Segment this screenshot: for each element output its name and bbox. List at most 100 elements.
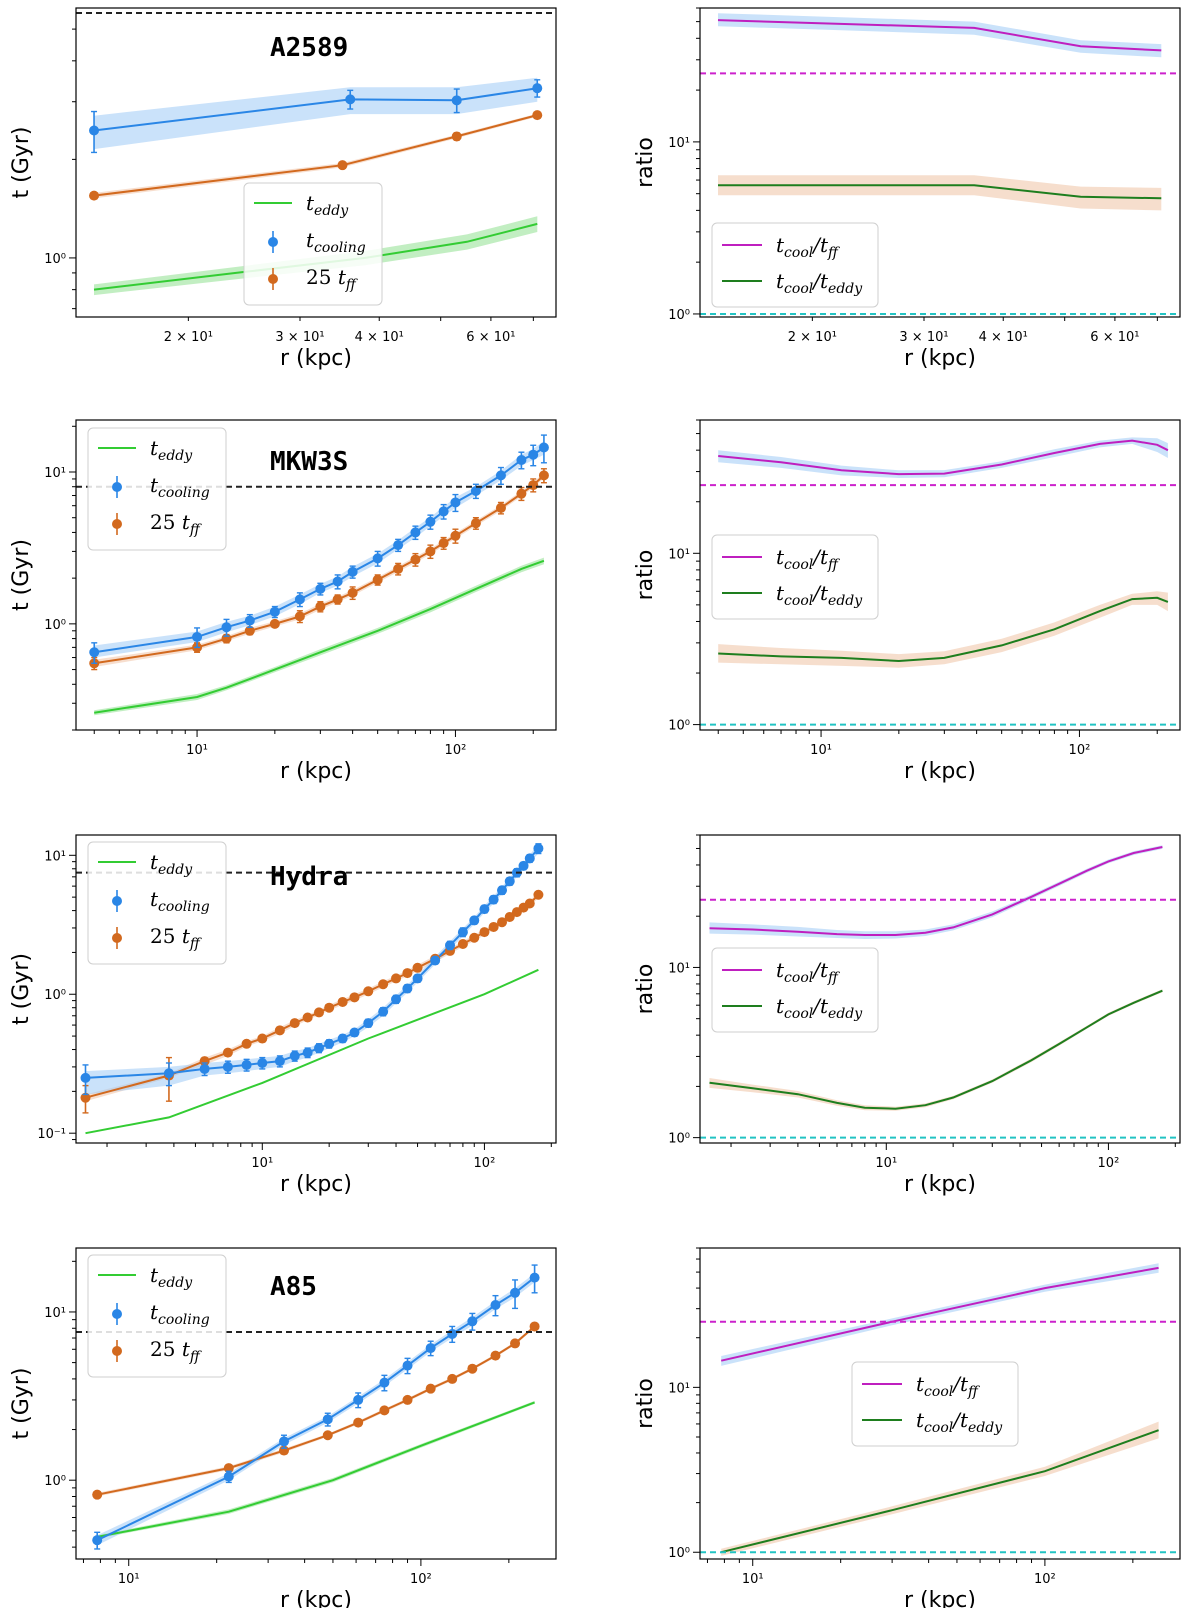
ratio-ff-line	[720, 1266, 1159, 1362]
y-tick-label: 10¹	[44, 849, 66, 864]
ff-point	[528, 480, 539, 491]
eddy-band	[97, 1400, 535, 1539]
ff-point	[497, 917, 508, 928]
y-tick-label: 10⁰	[668, 719, 690, 734]
x-tick-label: 3 × 10¹	[275, 330, 324, 345]
legend-marker-cooling	[112, 482, 122, 492]
tick-marks	[69, 1260, 510, 1566]
cooling-point	[80, 1072, 91, 1083]
cooling-point	[274, 1056, 285, 1067]
cooling-point	[470, 485, 481, 496]
ratio-ff-band	[718, 13, 1162, 58]
legend: teddy tcooling 25 tff	[243, 182, 383, 306]
ff-point	[379, 1405, 390, 1416]
ff-point	[289, 1018, 300, 1029]
ff-point	[332, 594, 343, 605]
cooling-point	[322, 1414, 333, 1425]
ff-point	[302, 1012, 313, 1023]
cooling-point	[529, 1272, 540, 1283]
y-axis-label: ratio	[633, 964, 658, 1015]
legend-label-ratio-ff: tcool/tff	[776, 545, 840, 573]
ff-point	[274, 1025, 285, 1036]
cooling-point	[410, 527, 421, 538]
cooling-point	[222, 1061, 233, 1072]
x-axis-label: r (kpc)	[904, 759, 976, 784]
cooling-point	[479, 904, 490, 915]
legend-label-cooling: tcooling	[150, 1300, 210, 1328]
x-tick-label: 10²	[1069, 743, 1091, 758]
legend-marker-cooling	[268, 237, 278, 247]
cooling-point	[516, 454, 527, 465]
cooling-point	[199, 1063, 210, 1074]
legend-label-eddy: teddy	[150, 1263, 193, 1291]
cluster-title: A2589	[270, 33, 348, 63]
ff-point	[412, 962, 423, 973]
cooling-point	[533, 843, 544, 854]
ff-point	[495, 502, 506, 513]
cooling-point	[430, 955, 441, 966]
axes-frame	[699, 419, 1181, 731]
ff-point	[490, 1350, 501, 1361]
ff-point	[504, 911, 515, 922]
legend: tcool/tff tcool/teddy	[711, 222, 879, 308]
ratio-eddy-line	[709, 989, 1163, 1110]
ff-point	[244, 625, 255, 636]
ff-point	[222, 1047, 233, 1058]
cooling-point	[510, 1287, 521, 1298]
legend-marker-cooling	[112, 896, 122, 906]
legend-label-ff: 25 tff	[150, 510, 202, 538]
ff-point	[538, 470, 549, 481]
ff-point	[516, 488, 527, 499]
cooling-band	[94, 77, 538, 150]
cooling-point	[347, 566, 358, 577]
x-tick-label: 10²	[445, 743, 467, 758]
y-tick-label: 10⁰	[44, 988, 66, 1003]
cooling-point	[332, 576, 343, 587]
cooling-point	[372, 553, 383, 564]
cooling-point	[324, 1038, 335, 1049]
cooling-point	[412, 973, 423, 984]
cooling-point	[302, 1047, 313, 1058]
cooling-point	[524, 853, 535, 864]
legend: tcool/tff tcool/teddy	[851, 1361, 1019, 1447]
ff-point	[349, 992, 360, 1003]
x-tick-label: 2 × 10¹	[164, 330, 213, 345]
eddy-band	[94, 216, 538, 296]
y-tick-label: 10¹	[668, 136, 690, 151]
x-tick-label: 10¹	[118, 1572, 140, 1587]
axes-frame	[75, 7, 557, 318]
cooling-point	[488, 894, 499, 905]
cooling-point	[379, 1377, 390, 1388]
plot-area	[700, 437, 1180, 726]
legend-marker-ff	[112, 519, 122, 529]
ff-point	[438, 538, 449, 549]
legend-marker-cooling	[112, 1309, 122, 1319]
plot-area	[76, 843, 556, 1135]
ff-point	[479, 927, 490, 938]
legend-label-ratio-eddy: tcool/teddy	[776, 269, 863, 297]
cooling-point	[391, 994, 402, 1005]
cooling-point	[244, 615, 255, 626]
tick-marks	[693, 1247, 1134, 1566]
ff-point	[353, 1417, 364, 1428]
ff-point	[322, 1430, 333, 1441]
ratio-eddy-band	[718, 591, 1168, 668]
ratio-eddy-line	[720, 1429, 1159, 1554]
x-tick-label: 4 × 10¹	[979, 330, 1028, 345]
ff-point	[269, 618, 280, 629]
ff-point	[450, 530, 461, 541]
y-axis-label: t (Gyr)	[9, 953, 34, 1025]
x-tick-label: 10²	[474, 1156, 496, 1171]
ff-point	[469, 932, 480, 943]
legend-label-ratio-ff: tcool/tff	[776, 958, 840, 986]
panel-mkw3s-time: 10¹ 10² 10⁰ 10¹ r (kpc) t (Gyr) MKW3S teddy tcoo…	[9, 419, 557, 784]
legend-label-eddy: teddy	[150, 436, 193, 464]
legend: teddy tcooling 25 tff	[87, 1254, 227, 1378]
ff-point	[467, 1363, 478, 1374]
cluster-title: A85	[270, 1272, 317, 1302]
ff-point	[324, 1002, 335, 1013]
y-axis-label: ratio	[633, 550, 658, 601]
legend-label-ratio-eddy: tcool/teddy	[776, 581, 863, 609]
y-tick-label: 10⁰	[668, 308, 690, 323]
